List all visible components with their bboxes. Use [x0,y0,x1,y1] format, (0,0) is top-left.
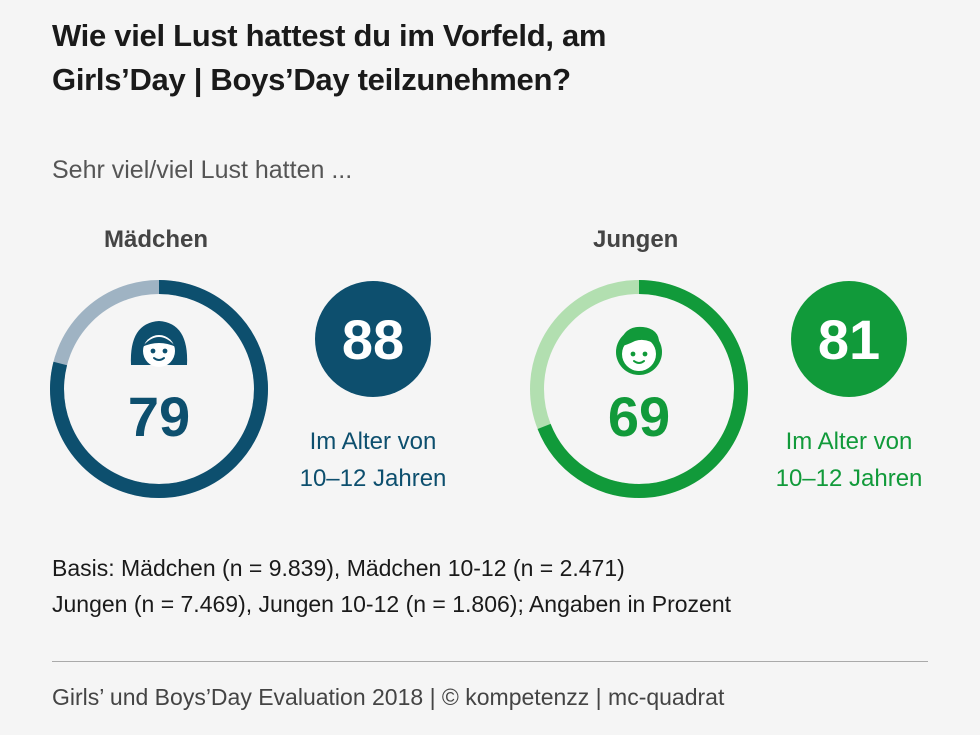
donut-group-1: 69 81 Im Alter von 10–12 Jahren [530,280,923,498]
donut-group-0: 79 88 Im Alter von 10–12 Jahren [50,280,447,498]
donut-chart-area: 79 88 Im Alter von 10–12 Jahren 69 81 Im Alter… [50,280,923,498]
donut-value-1: 69 [608,385,670,448]
sub-label-line2-1: 10–12 Jahren [776,465,923,492]
title-line-1: Wie viel Lust hattest du im Vorfeld, am [52,18,607,53]
sub-value-0: 88 [342,308,404,371]
group-label-jungen: Jungen [593,226,679,253]
sub-label-line2-0: 10–12 Jahren [300,465,447,492]
sub-value-bubble-1 [791,281,907,397]
chart-title: Wie viel Lust hattest du im Vorfeld, am … [52,14,932,102]
group-label-maedchen: Mädchen [104,226,209,253]
sub-value-bubble-0 [315,281,431,397]
source-footer: Girls’ und Boys’Day Evaluation 2018 | © … [52,684,725,710]
note-line-2: Jungen (n = 7.469), Jungen 10-12 (n = 1.… [52,591,731,617]
note-line-1: Basis: Mädchen (n = 9.839), Mädchen 10-1… [52,555,625,581]
boy-face-icon [616,326,662,375]
sub-value-1: 81 [818,308,880,371]
sub-label-line1-0: Im Alter von [310,428,437,455]
donut-arc-1 [530,280,748,498]
chart-subtitle: Sehr viel/viel Lust hatten ... [52,156,353,184]
title-line-2: Girls’Day | Boys’Day teilzunehmen? [52,62,571,97]
donut-arc-0 [50,280,268,498]
girl-face-icon [130,321,188,367]
donut-value-0: 79 [128,385,190,448]
sub-label-line1-1: Im Alter von [786,428,913,455]
divider [52,661,928,662]
